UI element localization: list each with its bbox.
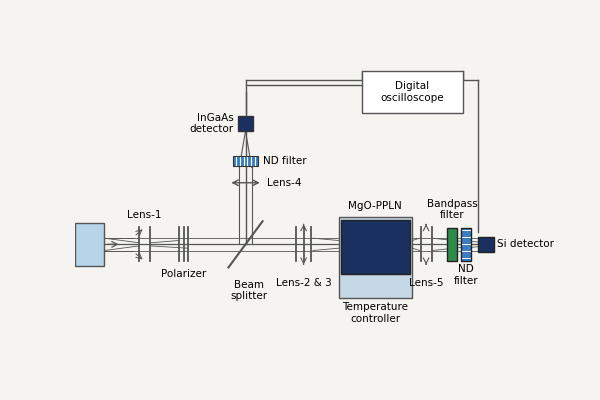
FancyBboxPatch shape	[461, 228, 471, 260]
Text: Si detector: Si detector	[497, 239, 554, 249]
Text: Lens-2 & 3: Lens-2 & 3	[276, 278, 331, 288]
FancyBboxPatch shape	[341, 220, 410, 274]
Text: Lens-5: Lens-5	[409, 278, 443, 288]
FancyBboxPatch shape	[238, 116, 253, 131]
Text: Temperature
controller: Temperature controller	[343, 302, 409, 324]
Text: ND
filter: ND filter	[454, 264, 478, 286]
Text: Lens-4: Lens-4	[267, 178, 302, 188]
Text: ND filter: ND filter	[263, 156, 306, 166]
FancyBboxPatch shape	[233, 156, 258, 166]
Text: InGaAs
detector: InGaAs detector	[190, 113, 234, 134]
Text: Polarizer: Polarizer	[161, 269, 206, 279]
FancyBboxPatch shape	[75, 223, 104, 266]
Text: Lens-1: Lens-1	[128, 210, 162, 220]
FancyBboxPatch shape	[338, 218, 412, 298]
Text: Beam
splitter: Beam splitter	[231, 280, 268, 301]
FancyBboxPatch shape	[478, 237, 493, 252]
FancyBboxPatch shape	[447, 228, 457, 260]
FancyBboxPatch shape	[362, 71, 463, 114]
Text: MgO-PPLN: MgO-PPLN	[349, 201, 402, 211]
Text: Digital
oscilloscope: Digital oscilloscope	[380, 82, 444, 103]
Text: Bandpass
filter: Bandpass filter	[427, 199, 478, 220]
